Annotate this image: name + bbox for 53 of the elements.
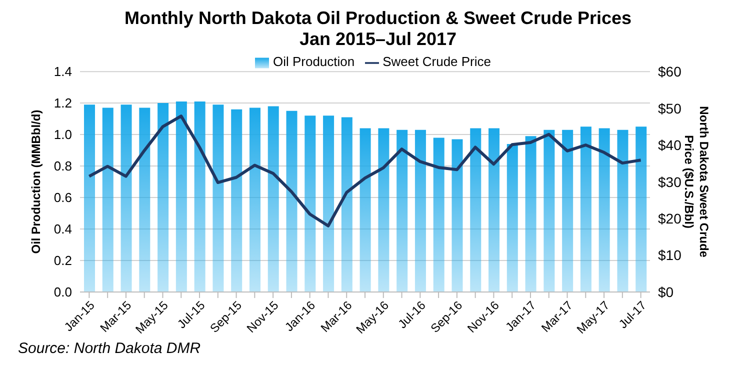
y2-tick-label: $10: [658, 247, 682, 264]
y-tick-label: 1.2: [54, 96, 72, 111]
bar: [158, 103, 169, 292]
bar: [378, 128, 390, 292]
legend-label: Sweet Crude Price: [382, 54, 492, 69]
y-tick-label: 0.2: [54, 253, 72, 268]
y2-tick-label: $0: [658, 284, 674, 300]
bar: [304, 116, 316, 292]
bar: [286, 110, 298, 292]
y2-tick-label: $30: [658, 174, 682, 190]
bar: [120, 104, 132, 292]
y-tick-label: 0.8: [54, 158, 72, 174]
bar: [176, 101, 187, 292]
bar: [231, 109, 242, 292]
bar: [580, 126, 592, 292]
bar: [323, 116, 334, 292]
bar: [525, 136, 536, 292]
bar: [139, 108, 150, 292]
y2-tick-label: $50: [658, 100, 682, 116]
y2-tick-label: $40: [658, 137, 682, 154]
bar: [636, 126, 647, 292]
bar: [268, 106, 279, 292]
bar: [249, 108, 260, 292]
bar: [544, 130, 555, 292]
bar: [598, 128, 610, 292]
y-tick-label: 0.0: [54, 284, 72, 300]
y-axis-title: Oil Production (MMBbl/d): [29, 110, 43, 254]
source-note: Source: North Dakota DMR: [17, 340, 202, 357]
bar: [470, 128, 482, 292]
bar: [360, 128, 371, 292]
bar: [194, 101, 206, 292]
y-tick-label: 1.4: [54, 64, 72, 80]
bar: [212, 104, 224, 292]
y-tick-label: 0.4: [54, 222, 72, 237]
chart-title: Monthly North Dakota Oil Production & Sweet Crude Prices Jan 2015–Jul 2017: [123, 8, 633, 50]
legend-label: Oil Production: [272, 54, 355, 69]
bar: [102, 108, 114, 292]
bar: [452, 139, 463, 292]
y2-axis-title: North Dakota Sweet Crude Price ($U.S./Bbl): [682, 106, 711, 258]
y-tick-label: 1.0: [54, 127, 72, 142]
line-series: [88, 114, 642, 228]
bar: [414, 130, 426, 292]
bar: [562, 130, 574, 292]
bar: [341, 117, 352, 292]
bar: [396, 130, 408, 292]
bar: [617, 130, 628, 292]
y2-tick-label: $60: [658, 64, 682, 80]
y-tick-label: 0.6: [54, 190, 72, 206]
bar: [84, 104, 95, 292]
bar: [506, 144, 518, 292]
bar: [488, 128, 500, 292]
y2-tick-label: $20: [658, 210, 682, 226]
bar: [433, 138, 444, 292]
